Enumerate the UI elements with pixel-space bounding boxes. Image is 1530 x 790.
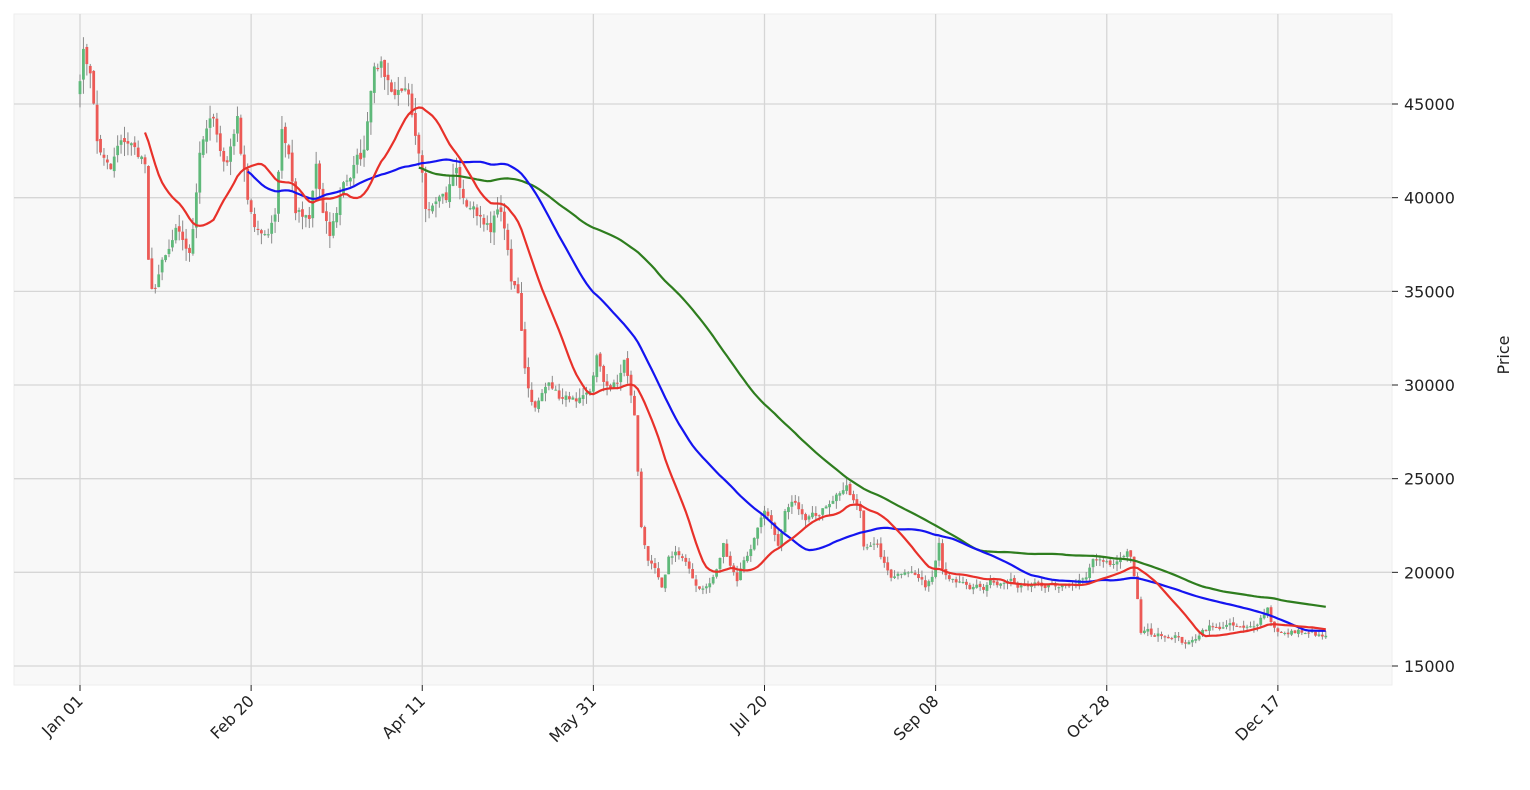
x-tick-label: May 31 bbox=[545, 691, 600, 746]
grid-lines bbox=[14, 14, 1392, 685]
x-tick-label: Apr 11 bbox=[378, 691, 429, 742]
ma-short-line bbox=[143, 106, 1326, 638]
x-tick-label: Jul 20 bbox=[726, 691, 772, 737]
x-tick-label: Sep 08 bbox=[890, 691, 943, 744]
ma-mid-line bbox=[247, 158, 1326, 632]
moving-average-lines bbox=[143, 106, 1326, 638]
x-axis: Jan 01 Feb 20 Apr 11 May 31 Jul 20 Sep 08 Oct … bbox=[37, 685, 1285, 746]
x-tick-label: Dec 17 bbox=[1231, 691, 1284, 744]
x-tick-label: Feb 20 bbox=[206, 691, 257, 742]
y-tick-label: 35000 bbox=[1404, 282, 1455, 301]
y-tick-label: 40000 bbox=[1404, 189, 1455, 208]
y-tick-label: 20000 bbox=[1404, 563, 1455, 582]
plot-area bbox=[13, 13, 1393, 686]
y-axis: 15000 20000 25000 30000 35000 40000 45000 bbox=[1392, 95, 1455, 676]
x-tick-label: Oct 28 bbox=[1063, 691, 1114, 742]
y-tick-label: 30000 bbox=[1404, 376, 1455, 395]
y-tick-label: 15000 bbox=[1404, 657, 1455, 676]
y-tick-label: 45000 bbox=[1404, 95, 1455, 114]
ma-long-line bbox=[418, 166, 1326, 608]
y-axis-label: Price bbox=[1494, 335, 1513, 374]
y-tick-label: 25000 bbox=[1404, 470, 1455, 489]
x-tick-label: Jan 01 bbox=[37, 691, 87, 741]
